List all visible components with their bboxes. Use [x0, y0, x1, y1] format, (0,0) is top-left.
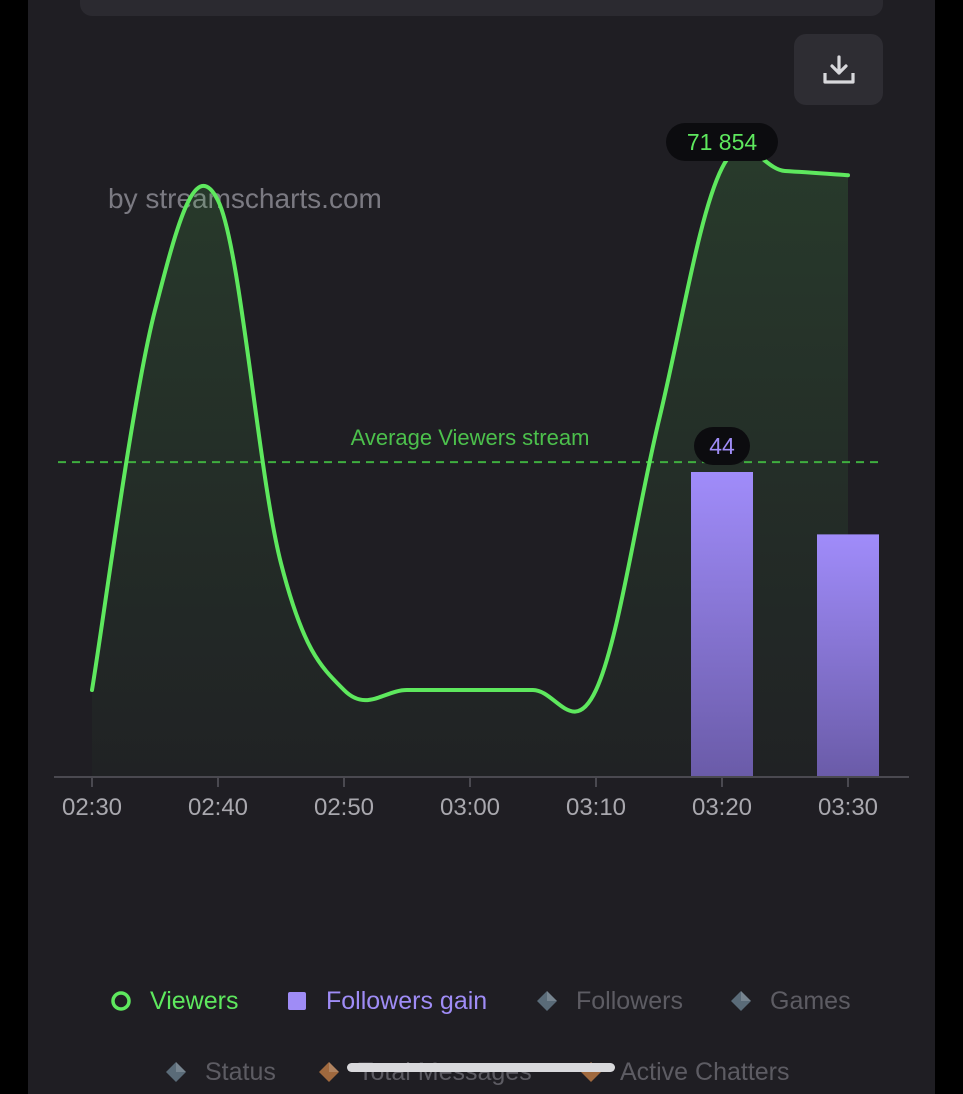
scroll-handle[interactable]: [347, 1063, 615, 1072]
viewers-line[interactable]: [90, 146, 850, 714]
tooltip-bubble: [666, 123, 778, 161]
circle-outline-icon: [110, 990, 132, 1012]
average-line-label: Average Viewers stream: [351, 425, 590, 450]
diamond-icon: [318, 1061, 340, 1083]
legend-item-status[interactable]: Status: [165, 1052, 276, 1092]
legend-row: Viewers Followers gain Followers Games: [0, 981, 963, 1021]
x-tick-label: 03:30: [818, 794, 878, 821]
x-tick-label: 02:30: [62, 794, 122, 821]
watermark: by streamscharts.com: [108, 183, 382, 214]
x-tick-label: 02:40: [188, 794, 248, 821]
followers-gain-bar[interactable]: [691, 472, 753, 777]
diamond-icon: [165, 1061, 187, 1083]
diamond-icon: [536, 990, 558, 1012]
tooltip-value: 71 854: [687, 129, 758, 155]
viewers-area: [92, 148, 848, 778]
square-icon: [286, 990, 308, 1012]
legend-item-followers[interactable]: Followers: [536, 981, 683, 1021]
legend-label: Games: [770, 986, 851, 1015]
legend-item-games[interactable]: Games: [730, 981, 851, 1021]
x-tick-label: 03:20: [692, 794, 752, 821]
legend-label: Viewers: [150, 986, 239, 1015]
legend-label: Total Messages: [358, 1058, 532, 1087]
tooltip-value: 44: [709, 433, 735, 459]
legend-label: Followers: [576, 986, 683, 1015]
viewers-chart: Average Viewers stream 02:30 02:40 02:50 03…: [54, 123, 909, 821]
diamond-icon: [730, 990, 752, 1012]
tooltip-bubble: [694, 427, 750, 465]
top-card: [80, 0, 883, 16]
x-tick-label: 03:10: [566, 794, 626, 821]
legend-item-total-messages[interactable]: Total Messages: [318, 1052, 532, 1092]
legend-label: Followers gain: [326, 986, 488, 1015]
x-tick-label: 03:00: [440, 794, 500, 821]
legend-item-followers-gain[interactable]: Followers gain: [286, 981, 487, 1021]
legend-item-viewers[interactable]: Viewers: [110, 981, 238, 1021]
x-tick-label: 02:50: [314, 794, 374, 821]
legend-row: Status Total Messages Active Chatters: [0, 1052, 963, 1092]
download-button[interactable]: [794, 34, 883, 105]
followers-gain-bar[interactable]: [817, 534, 879, 777]
legend-label: Active Chatters: [620, 1057, 790, 1086]
download-icon: [822, 54, 855, 84]
legend-item-active-chatters[interactable]: Active Chatters: [580, 1052, 790, 1092]
legend-label: Status: [205, 1057, 276, 1086]
